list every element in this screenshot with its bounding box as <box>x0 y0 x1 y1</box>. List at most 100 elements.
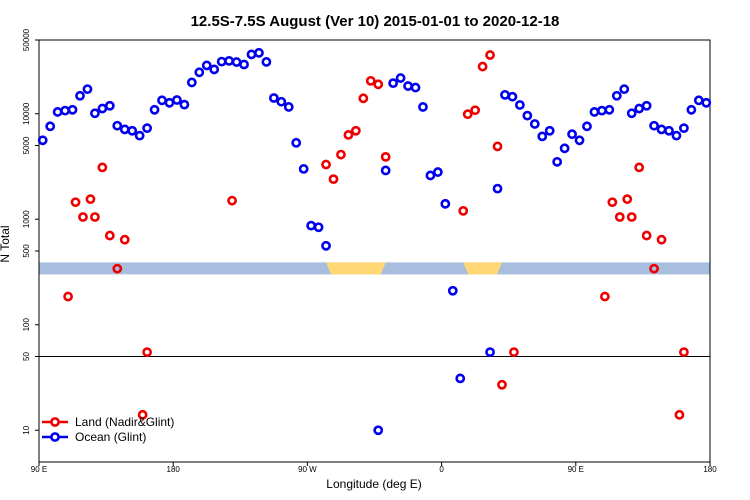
ocean-point <box>514 100 525 110</box>
ocean-point <box>306 220 317 231</box>
ocean-point <box>418 102 428 112</box>
ocean-point <box>52 107 63 117</box>
land-point <box>70 197 81 208</box>
legend-label: Ocean (Glint) <box>75 430 146 444</box>
ocean-point <box>492 183 503 194</box>
land-mask-band <box>39 262 710 275</box>
y-tick-label: 1000 <box>22 210 31 228</box>
y-tick-label: 100 <box>22 318 31 332</box>
land-point <box>656 234 667 245</box>
ocean-point <box>403 81 413 91</box>
ocean-point <box>172 95 182 105</box>
ocean-point <box>67 104 78 115</box>
ocean-point <box>380 165 391 176</box>
land-point <box>462 109 473 120</box>
ocean-point <box>298 164 309 174</box>
land-point <box>470 105 481 116</box>
data-points <box>37 47 712 436</box>
land-point <box>679 347 689 358</box>
x-tick-label: 180 <box>167 465 181 474</box>
ocean-point <box>75 90 85 101</box>
legend-label: Land (Nadir&Glint) <box>75 415 174 429</box>
ocean-point <box>574 135 585 146</box>
ocean-point <box>239 59 249 70</box>
land-point <box>509 347 519 358</box>
ocean-point <box>373 425 384 436</box>
ocean-point <box>60 105 70 116</box>
ocean-point <box>455 373 466 384</box>
ocean-point <box>97 103 108 114</box>
ocean-point <box>216 56 227 67</box>
ocean-point <box>440 198 451 209</box>
ocean-point <box>634 103 645 114</box>
ocean-point <box>254 47 264 58</box>
land-point <box>112 263 123 274</box>
ocean-point <box>90 108 100 119</box>
plot-frame <box>38 39 711 463</box>
land-point <box>649 263 659 274</box>
land-point <box>227 195 237 206</box>
land-segment <box>326 262 386 275</box>
land-point <box>336 149 346 160</box>
ocean-point <box>194 67 205 78</box>
land-point <box>328 174 339 185</box>
ocean-point <box>671 130 682 141</box>
land-point <box>641 230 652 241</box>
x-tick-label: 90 E <box>31 465 47 474</box>
land-point <box>343 130 354 140</box>
ocean-point <box>164 97 175 108</box>
ocean-point <box>604 104 615 115</box>
ocean-point <box>224 55 235 66</box>
land-point <box>477 61 488 72</box>
ocean-point <box>537 131 548 142</box>
land-point <box>85 194 96 205</box>
x-tick-label: 0 <box>439 465 444 474</box>
land-point <box>365 75 376 86</box>
ocean-point <box>432 167 443 177</box>
land-point <box>674 409 685 420</box>
land-point <box>142 347 153 358</box>
ocean-point <box>589 107 600 117</box>
land-point <box>350 125 361 136</box>
land-point <box>104 230 115 241</box>
ocean-point <box>552 156 563 167</box>
ocean-point <box>500 89 510 100</box>
ocean-point <box>649 120 659 131</box>
ocean-point <box>149 104 160 115</box>
ocean-point <box>388 78 399 89</box>
ocean-point <box>37 135 48 146</box>
ocean-point <box>209 64 220 75</box>
ocean-point <box>45 121 56 132</box>
land-point <box>97 162 108 173</box>
plot-frame-group <box>38 39 711 463</box>
ocean-point <box>485 347 495 358</box>
land-point <box>497 379 507 390</box>
ocean-point <box>619 84 630 95</box>
ocean-point <box>112 120 123 131</box>
ocean-point <box>276 96 287 107</box>
ocean-point <box>664 125 674 136</box>
ocean-point <box>559 143 570 154</box>
ocean-point <box>447 285 458 296</box>
y-tick-label: 10000 <box>22 102 31 125</box>
land-point <box>622 194 633 205</box>
land-point <box>607 197 618 208</box>
ocean-point <box>142 123 153 134</box>
ocean-point <box>119 124 130 135</box>
ocean-point <box>656 124 667 135</box>
land-segment <box>463 262 502 275</box>
x-tick-label: 90 W <box>298 465 317 474</box>
land-point <box>119 234 130 245</box>
ocean-point <box>582 121 592 132</box>
land-point <box>626 212 637 222</box>
ocean-point <box>507 91 518 102</box>
ocean-point <box>134 130 145 141</box>
ocean-point <box>157 95 167 106</box>
land-point <box>90 212 100 222</box>
ocean-point <box>268 93 279 103</box>
ocean-point <box>410 82 421 93</box>
land-point <box>599 291 610 302</box>
ocean-point <box>626 108 637 119</box>
land-point <box>485 50 495 60</box>
